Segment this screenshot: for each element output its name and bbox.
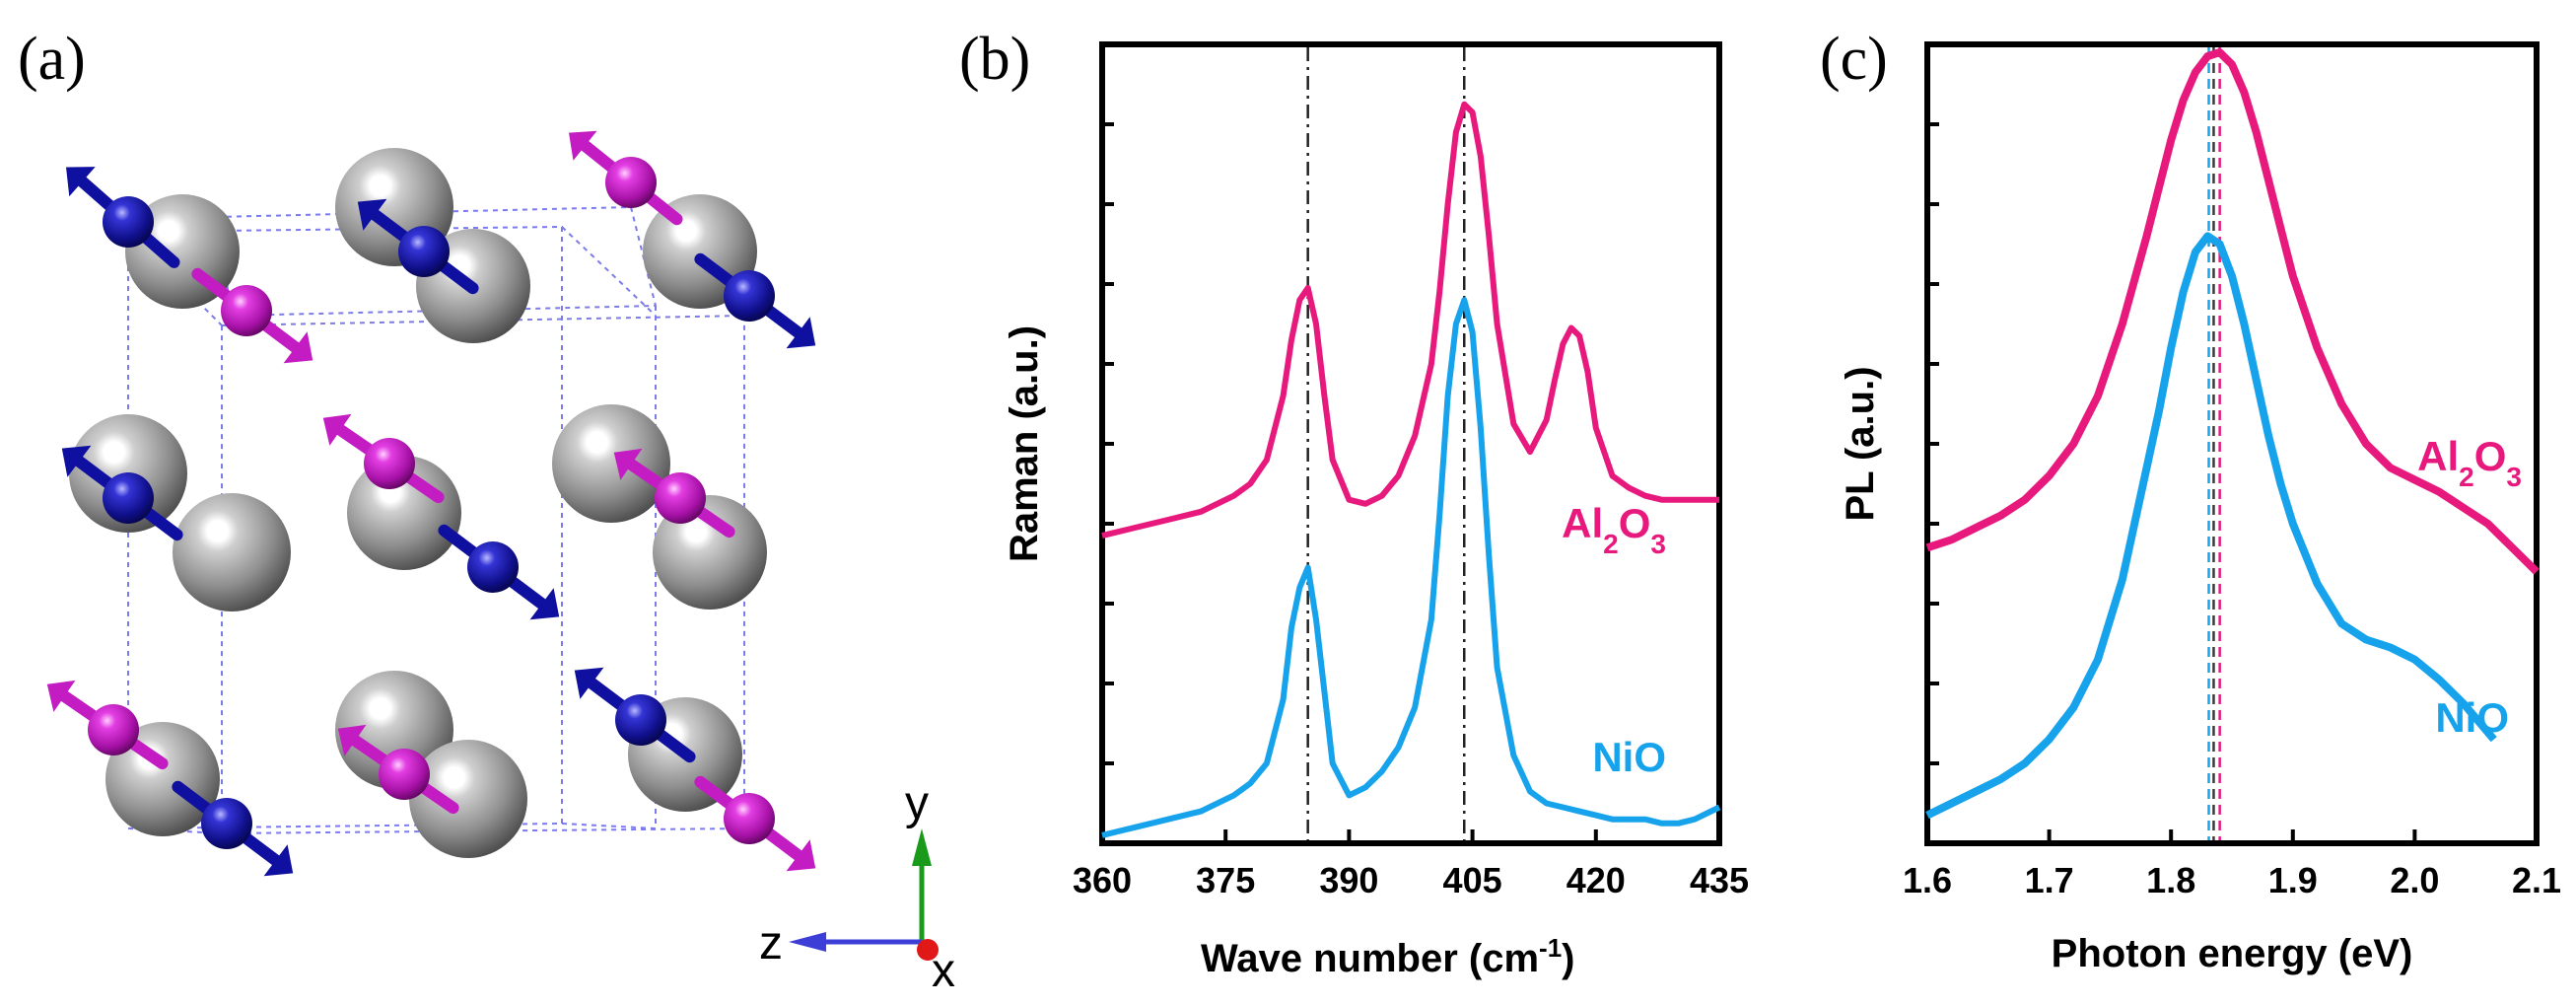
raman-x-tick-label: 420 <box>1566 860 1626 900</box>
raman-x-tick-label: 435 <box>1690 860 1749 900</box>
panel-label-a: (a) <box>18 26 86 93</box>
spin-down-atom <box>191 267 313 364</box>
pl-legend-nio: NiO <box>2435 694 2509 741</box>
raman-x-axis-title: Wave number (cm-1) <box>1201 933 1575 980</box>
pl-x-tick-label: 1.6 <box>1903 860 1952 900</box>
pl-x-tick-label: 2.0 <box>2390 860 2439 900</box>
y-arrow-head <box>912 828 932 866</box>
x-axis-dot <box>917 939 939 961</box>
panel-label-b: (b) <box>959 26 1030 93</box>
pl-x-tick-label: 1.8 <box>2146 860 2195 900</box>
raman-legend-nio: NiO <box>1592 734 1666 780</box>
raman-series-al2o3 <box>1101 101 1719 539</box>
z-arrow-head <box>789 932 826 952</box>
spin-up-atom <box>61 445 183 541</box>
raman-series-nio <box>1101 297 1721 838</box>
spin-up-atom <box>172 780 294 877</box>
pl-series-nio <box>1925 232 2497 820</box>
nickel-atom <box>173 493 291 611</box>
cell-edge <box>561 226 657 317</box>
pl-y-axis-title: PL (a.u.) <box>1839 366 1882 521</box>
spin-down-atom <box>322 413 445 504</box>
raman-chart: 360 375 390 405 420 435 Al2O3 NiO Wave number… <box>1003 41 1749 980</box>
spin-up-atom <box>66 167 180 268</box>
raman-x-tick-label: 360 <box>1073 860 1132 900</box>
panel-label-c: (c) <box>1820 26 1888 93</box>
pl-x-axis-title: Photon energy (eV) <box>2052 932 2413 975</box>
spin-down-atom <box>337 724 459 815</box>
raman-x-tick-label: 390 <box>1319 860 1378 900</box>
nickel-atom <box>552 404 670 523</box>
pl-x-tick-label: 1.7 <box>2025 860 2074 900</box>
spin-down-atom <box>613 448 735 539</box>
raman-x-tick-label: 405 <box>1443 860 1502 900</box>
spin-up-atom <box>438 524 560 620</box>
y-axis-letter: y <box>905 777 929 829</box>
z-axis-letter: z <box>759 917 783 970</box>
cell-edge <box>561 823 657 829</box>
pl-x-tick-label: 2.1 <box>2512 860 2561 900</box>
nickel-atom <box>653 495 767 610</box>
nickel-atom <box>409 740 527 858</box>
spin-down-atom <box>694 775 816 872</box>
x-axis-letter: x <box>932 945 955 997</box>
spin-up-atom <box>694 252 816 349</box>
spin-up-atom <box>357 198 479 295</box>
axis-triad: y z x <box>759 777 955 997</box>
spin-down-atom <box>569 130 683 226</box>
raman-legend-al2o3: Al2O3 <box>1562 500 1666 559</box>
pl-series-al2o3 <box>1925 48 2540 575</box>
pl-legend-al2o3: Al2O3 <box>2417 433 2522 492</box>
crystal-structure-diagram <box>46 130 816 877</box>
spin-up-atom <box>574 667 696 763</box>
pl-x-tick-label: 1.9 <box>2268 860 2318 900</box>
pl-chart: 1.6 1.7 1.8 1.9 2.0 2.1 Al2O3 NiO Photon ener… <box>1839 41 2561 975</box>
atoms <box>46 130 816 877</box>
raman-x-tick-label: 375 <box>1196 860 1255 900</box>
spin-down-atom <box>46 680 169 770</box>
raman-y-axis-title: Raman (a.u.) <box>1003 325 1046 562</box>
